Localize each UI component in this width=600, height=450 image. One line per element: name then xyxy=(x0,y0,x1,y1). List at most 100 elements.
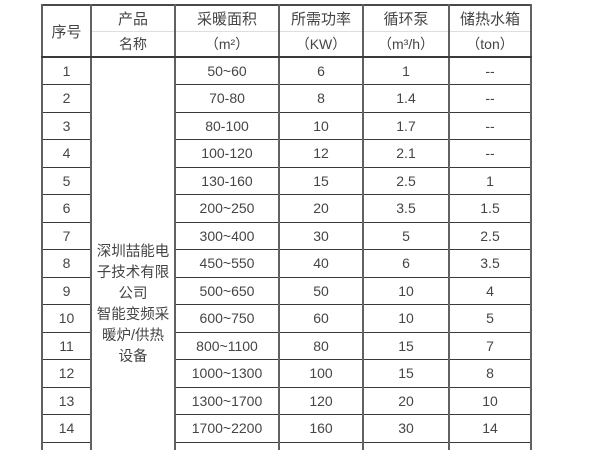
cell-tank xyxy=(448,441,532,450)
cell-seq: 15 xyxy=(41,441,92,450)
cell-seq: 12 xyxy=(41,359,92,388)
cell-area: 50~60 xyxy=(174,56,280,85)
table-row: 13 1300~1700 120 20 10 xyxy=(41,386,532,415)
header-row-2: 名称 （m²） （KW） （m³/h） （ton） xyxy=(42,30,532,58)
cell-area: 1000~1300 xyxy=(174,359,280,388)
cell-pump: 6 xyxy=(362,249,450,278)
table-row: 4 100-120 12 2.1 -- xyxy=(41,139,532,168)
cell-tank: 1.5 xyxy=(448,194,532,223)
header-row-1: 序号 产品 采暖面积 所需功率 循环泵 储热水箱 xyxy=(41,4,532,58)
cell-seq: 3 xyxy=(41,111,92,140)
cell-tank: 10 xyxy=(448,386,532,415)
cell-tank: 14 xyxy=(448,414,532,443)
cell-area: 200~250 xyxy=(174,194,280,223)
cell-pump: 15 xyxy=(362,359,450,388)
cell-tank: -- xyxy=(448,111,532,140)
table-row: 5 130-160 15 2.5 1 xyxy=(41,166,532,195)
cell-area xyxy=(174,441,280,450)
cell-area: 450~550 xyxy=(174,249,280,278)
header-power-unit: （KW） xyxy=(278,30,364,58)
cell-power: 160 xyxy=(278,414,364,443)
table-row-clipped: 15 xyxy=(41,441,532,450)
cell-power: 30 xyxy=(278,221,364,250)
table-body: 1 深圳喆能电子技术有限公司 智能变频采暖炉/供热设备 50~60 6 1 -- 2 70-80… xyxy=(41,56,532,450)
cell-pump: 2.5 xyxy=(362,166,450,195)
cell-power: 40 xyxy=(278,249,364,278)
product-name-line: 智能变频采暖炉/供热设备 xyxy=(96,306,170,365)
cell-power: 20 xyxy=(278,194,364,223)
header-seq: 序号 xyxy=(41,4,92,58)
cell-pump: 1.4 xyxy=(362,84,450,113)
header-tank-line1: 储热水箱 xyxy=(448,4,532,32)
heating-spec-table: 序号 产品 采暖面积 所需功率 循环泵 储热水箱 名称 （m²） （KW） （m… xyxy=(41,4,532,450)
table-row: 11 800~1100 80 15 7 xyxy=(41,331,532,360)
cell-area: 800~1100 xyxy=(174,331,280,360)
header-tank-unit: （ton） xyxy=(448,30,532,58)
cell-pump: 15 xyxy=(362,331,450,360)
header-area-unit: （m²） xyxy=(174,30,280,58)
cell-pump: 20 xyxy=(362,386,450,415)
table-row: 12 1000~1300 100 15 8 xyxy=(41,359,532,388)
header-pump-unit: （m³/h） xyxy=(362,30,450,58)
cell-power: 50 xyxy=(278,276,364,305)
cell-pump: 5 xyxy=(362,221,450,250)
cell-area: 1700~2200 xyxy=(174,414,280,443)
cell-power: 8 xyxy=(278,84,364,113)
cell-area: 300~400 xyxy=(174,221,280,250)
cell-seq: 11 xyxy=(41,331,92,360)
cell-seq: 13 xyxy=(41,386,92,415)
cell-area: 80-100 xyxy=(174,111,280,140)
cell-power: 15 xyxy=(278,166,364,195)
cell-tank: 2.5 xyxy=(448,221,532,250)
cell-tank: 3.5 xyxy=(448,249,532,278)
cell-seq: 1 xyxy=(41,56,92,85)
header-product-line2: 名称 xyxy=(90,30,176,58)
table-row: 6 200~250 20 3.5 1.5 xyxy=(41,194,532,223)
cell-area: 500~650 xyxy=(174,276,280,305)
cell-tank: -- xyxy=(448,139,532,168)
cell-seq: 7 xyxy=(41,221,92,250)
cell-seq: 2 xyxy=(41,84,92,113)
cell-pump: 10 xyxy=(362,276,450,305)
cell-pump xyxy=(362,441,450,450)
table-row: 3 80-100 10 1.7 -- xyxy=(41,111,532,140)
cell-seq: 10 xyxy=(41,304,92,333)
table-header: 序号 产品 采暖面积 所需功率 循环泵 储热水箱 名称 （m²） （KW） （m… xyxy=(41,4,532,58)
cell-seq: 5 xyxy=(41,166,92,195)
cell-area: 130-160 xyxy=(174,166,280,195)
table-row: 1 深圳喆能电子技术有限公司 智能变频采暖炉/供热设备 50~60 6 1 -- xyxy=(41,56,532,450)
cell-pump: 1 xyxy=(362,56,450,85)
cell-power: 120 xyxy=(278,386,364,415)
cell-pump: 1.7 xyxy=(362,111,450,140)
cell-power xyxy=(278,441,364,450)
cell-seq: 14 xyxy=(41,414,92,443)
cell-tank: -- xyxy=(448,84,532,113)
cell-power: 6 xyxy=(278,56,364,85)
cell-tank: 8 xyxy=(448,359,532,388)
header-pump-line1: 循环泵 xyxy=(362,4,450,32)
cell-tank: 5 xyxy=(448,304,532,333)
product-name-cell: 深圳喆能电子技术有限公司 智能变频采暖炉/供热设备 xyxy=(90,56,176,450)
cell-tank: 1 xyxy=(448,166,532,195)
cell-pump: 10 xyxy=(362,304,450,333)
cell-power: 100 xyxy=(278,359,364,388)
header-area-line1: 采暖面积 xyxy=(174,4,280,32)
cell-area: 600~750 xyxy=(174,304,280,333)
cell-tank: 7 xyxy=(448,331,532,360)
cell-seq: 4 xyxy=(41,139,92,168)
table-row: 7 300~400 30 5 2.5 xyxy=(41,221,532,250)
header-product-line1: 产品 xyxy=(90,4,176,32)
cell-power: 10 xyxy=(278,111,364,140)
cell-area: 70-80 xyxy=(174,84,280,113)
table-row: 14 1700~2200 160 30 14 xyxy=(41,414,532,443)
table-row: 10 600~750 60 10 5 xyxy=(41,304,532,333)
table-row: 2 70-80 8 1.4 -- xyxy=(41,84,532,113)
header-power-line1: 所需功率 xyxy=(278,4,364,32)
cell-area: 1300~1700 xyxy=(174,386,280,415)
cell-pump: 3.5 xyxy=(362,194,450,223)
cell-pump: 30 xyxy=(362,414,450,443)
cell-seq: 9 xyxy=(41,276,92,305)
cell-tank: 4 xyxy=(448,276,532,305)
product-name-line: 深圳喆能电子技术有限公司 xyxy=(96,243,170,302)
